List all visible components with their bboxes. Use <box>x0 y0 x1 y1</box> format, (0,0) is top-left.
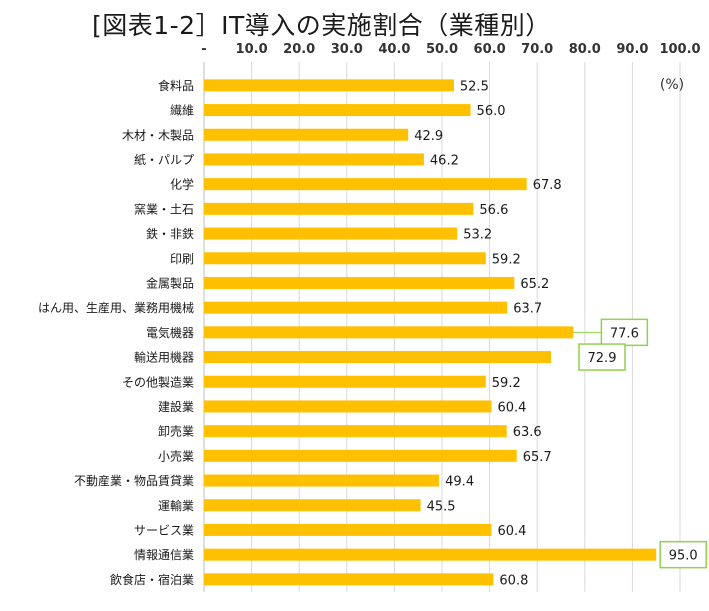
bar <box>204 301 508 314</box>
x-tick-label: 40.0 <box>378 42 410 57</box>
chart-title: [図表1-2］IT導入の実施割合（業種別） <box>92 11 551 40</box>
bar <box>204 400 492 413</box>
bar <box>204 276 515 289</box>
category-label: 木材・木製品 <box>122 128 194 142</box>
data-label: 59.2 <box>492 376 521 391</box>
category-label: その他製造業 <box>122 375 194 389</box>
data-label: 63.7 <box>513 302 542 317</box>
data-label: 63.6 <box>513 425 542 440</box>
bar <box>204 202 474 215</box>
x-tick-label: 90.0 <box>616 42 648 57</box>
category-label: 窯業・土石 <box>134 201 194 216</box>
bar <box>204 375 486 388</box>
data-label: 67.8 <box>533 178 562 193</box>
x-tick-label: - <box>201 42 206 57</box>
bar <box>204 474 440 487</box>
data-label: 45.5 <box>427 499 456 514</box>
bar <box>204 252 486 265</box>
bar <box>204 449 517 462</box>
data-label: 56.0 <box>477 104 506 119</box>
category-label: 小売業 <box>158 448 194 463</box>
data-label: 42.9 <box>414 129 443 144</box>
category-label: 建設業 <box>158 399 194 414</box>
category-label: はん用、生産用、業務用機械 <box>38 300 194 315</box>
category-label: 繊維 <box>170 104 194 118</box>
data-label: 72.9 <box>588 351 617 366</box>
bar <box>204 227 458 240</box>
category-label: 情報通信業 <box>134 548 194 562</box>
bar <box>204 153 424 166</box>
bar <box>204 548 657 561</box>
data-label: 65.7 <box>523 450 552 465</box>
data-label: 60.4 <box>498 400 527 415</box>
data-label: 56.6 <box>479 203 508 218</box>
data-label: 53.2 <box>463 228 492 243</box>
bar <box>204 499 421 512</box>
bar <box>204 79 454 92</box>
x-tick-label: 20.0 <box>283 42 315 57</box>
data-label: 60.8 <box>499 573 528 588</box>
bar <box>204 128 409 141</box>
data-label: 52.5 <box>460 79 489 94</box>
bar <box>204 326 574 339</box>
x-tick-label: 50.0 <box>426 42 458 57</box>
x-tick-label: 30.0 <box>331 42 363 57</box>
data-label: 60.4 <box>498 524 527 539</box>
category-label: 紙・パルプ <box>134 152 194 167</box>
category-label: 鉄・非鉄 <box>146 226 194 241</box>
unit-label: (%) <box>660 77 684 93</box>
x-tick-label: 80.0 <box>569 42 601 57</box>
category-label: 卸売業 <box>158 424 194 439</box>
bar <box>204 425 507 438</box>
bar <box>204 573 494 586</box>
category-label: 飲食店・宿泊業 <box>110 572 194 587</box>
category-label: サービス業 <box>134 523 194 537</box>
value-callout-box <box>578 343 626 371</box>
category-label: 化学 <box>170 177 194 192</box>
category-label: 食料品 <box>158 78 194 93</box>
x-tick-label: 70.0 <box>521 42 553 57</box>
x-tick-label: 10.0 <box>236 42 268 57</box>
bar <box>204 104 471 117</box>
data-label: 59.2 <box>492 252 521 267</box>
category-label: 不動産業・物品賃貸業 <box>74 473 194 488</box>
category-label: 輸送用機器 <box>134 350 194 365</box>
data-label: 77.6 <box>610 326 639 341</box>
bar <box>204 178 527 191</box>
data-label: 65.2 <box>520 277 549 292</box>
data-label: 49.4 <box>445 475 474 490</box>
value-callout-box <box>659 540 707 569</box>
category-label: 金属製品 <box>146 275 194 290</box>
category-label: 電気機器 <box>146 325 194 340</box>
data-label: 95.0 <box>669 549 698 564</box>
x-tick-label: 60.0 <box>474 42 506 57</box>
x-tick-label: 100.0 <box>659 42 700 57</box>
category-label: 運輸業 <box>158 498 194 513</box>
bar <box>204 351 552 364</box>
data-label: 46.2 <box>430 153 459 168</box>
bar <box>204 523 492 536</box>
category-label: 印刷 <box>170 252 194 266</box>
